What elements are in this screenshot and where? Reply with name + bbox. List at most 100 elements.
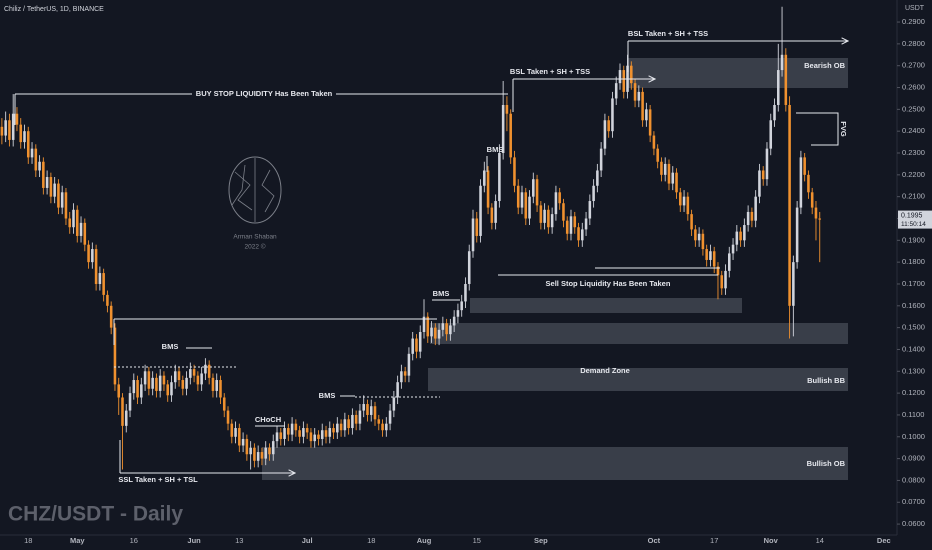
y-tick-label: 0.1500	[902, 323, 925, 332]
candle-body	[701, 233, 705, 250]
candle-body	[430, 327, 433, 337]
candle-body	[143, 371, 147, 385]
last-price-label: 0.1995	[901, 212, 923, 219]
candle-body	[663, 163, 667, 175]
watermark: CHZ/USDT - Daily	[8, 503, 183, 526]
candle-body	[807, 174, 810, 193]
annotation: Bearish OB	[804, 61, 845, 70]
annotations: BUY STOP LIQUIDITY Has Been Taken BSL Ta…	[14, 29, 848, 484]
candle-body	[818, 218, 822, 220]
candle-body	[200, 373, 203, 385]
candle-body	[140, 384, 143, 398]
candle-body	[128, 393, 132, 411]
countdown-label: 11:50:14	[901, 221, 926, 228]
y-tick-label: 0.2900	[902, 17, 925, 26]
candle-body	[151, 377, 154, 389]
candle-body	[513, 157, 516, 186]
liquidity-zone	[470, 298, 742, 313]
candle-body	[614, 83, 618, 99]
candle-body	[505, 104, 509, 114]
candle-body	[238, 428, 241, 446]
candle-body	[471, 218, 475, 252]
candle-body	[411, 338, 414, 354]
candle-body	[320, 430, 324, 439]
candle-body	[313, 434, 316, 442]
candle-body	[324, 430, 328, 437]
logo-name: Arman Shaban	[233, 234, 277, 241]
candle-body	[226, 410, 230, 424]
candle-body	[415, 338, 418, 352]
candle-body	[302, 428, 305, 437]
candle-body	[385, 423, 388, 431]
candle-body	[750, 211, 754, 221]
candle-body	[366, 404, 369, 415]
candle-body	[377, 419, 381, 424]
candle-body	[735, 231, 739, 245]
candle-body	[396, 382, 399, 398]
candle-body	[573, 216, 577, 228]
candle-body	[287, 428, 290, 435]
candle-body	[679, 192, 682, 206]
candle-body	[15, 113, 19, 125]
candle-body	[283, 428, 286, 439]
candle-body	[279, 432, 283, 439]
candle-body	[207, 364, 211, 378]
logo-year: 2022 ©	[244, 243, 265, 251]
candle-body	[23, 131, 26, 143]
candle-body	[697, 233, 701, 241]
annotation: BMS	[162, 342, 179, 351]
x-tick-label: Jun	[187, 536, 201, 545]
candle-body	[599, 148, 603, 171]
candle-body	[4, 120, 7, 136]
candle-body	[743, 225, 746, 241]
candle-body	[539, 205, 543, 223]
candle-body	[192, 369, 196, 376]
candle-body	[189, 369, 192, 378]
candle-body	[754, 196, 757, 221]
candle-body	[121, 397, 124, 426]
candle-body	[596, 170, 599, 186]
candle-body	[234, 428, 237, 437]
y-tick-label: 0.2700	[902, 61, 925, 70]
candle-body	[317, 434, 320, 439]
x-tick-label: Oct	[648, 536, 661, 545]
y-tick-label: 0.2100	[902, 192, 925, 201]
candle-body	[264, 447, 267, 459]
fvg-bracket	[796, 112, 839, 146]
candle-body	[19, 124, 23, 143]
candle-body	[354, 414, 358, 424]
candle-body	[53, 183, 56, 197]
candle-body	[309, 432, 313, 442]
y-tick-label: 0.1600	[902, 301, 925, 310]
candle-body	[91, 249, 94, 263]
y-tick-label: 0.2500	[902, 104, 925, 113]
x-tick-label: Jul	[302, 536, 313, 545]
candle-body	[645, 109, 648, 121]
x-tick-label: Nov	[764, 536, 779, 545]
y-tick-label: 0.2600	[902, 83, 925, 92]
candle-body	[298, 430, 301, 437]
candle-body	[611, 98, 614, 132]
candle-body	[230, 423, 234, 437]
candle-body	[422, 316, 426, 333]
annotation: Sell Stop Liquidity Has Been Taken	[546, 279, 671, 288]
candle-body	[709, 251, 712, 260]
candle-body	[622, 70, 626, 92]
candle-body	[241, 438, 245, 446]
candle-body	[731, 244, 735, 254]
candle-body	[716, 266, 720, 276]
candle-body	[547, 209, 550, 228]
candle-body	[8, 120, 11, 140]
candle-body	[746, 211, 750, 226]
candle-body	[475, 218, 479, 236]
candle-body	[467, 251, 471, 284]
candle-body	[347, 419, 350, 429]
candle-body	[780, 54, 784, 71]
candle-body	[483, 170, 486, 186]
candle-body	[675, 172, 678, 193]
candle-body	[219, 380, 222, 398]
candle-body	[445, 323, 448, 335]
candle-body	[486, 170, 490, 208]
y-tick-label: 0.0800	[902, 475, 925, 484]
